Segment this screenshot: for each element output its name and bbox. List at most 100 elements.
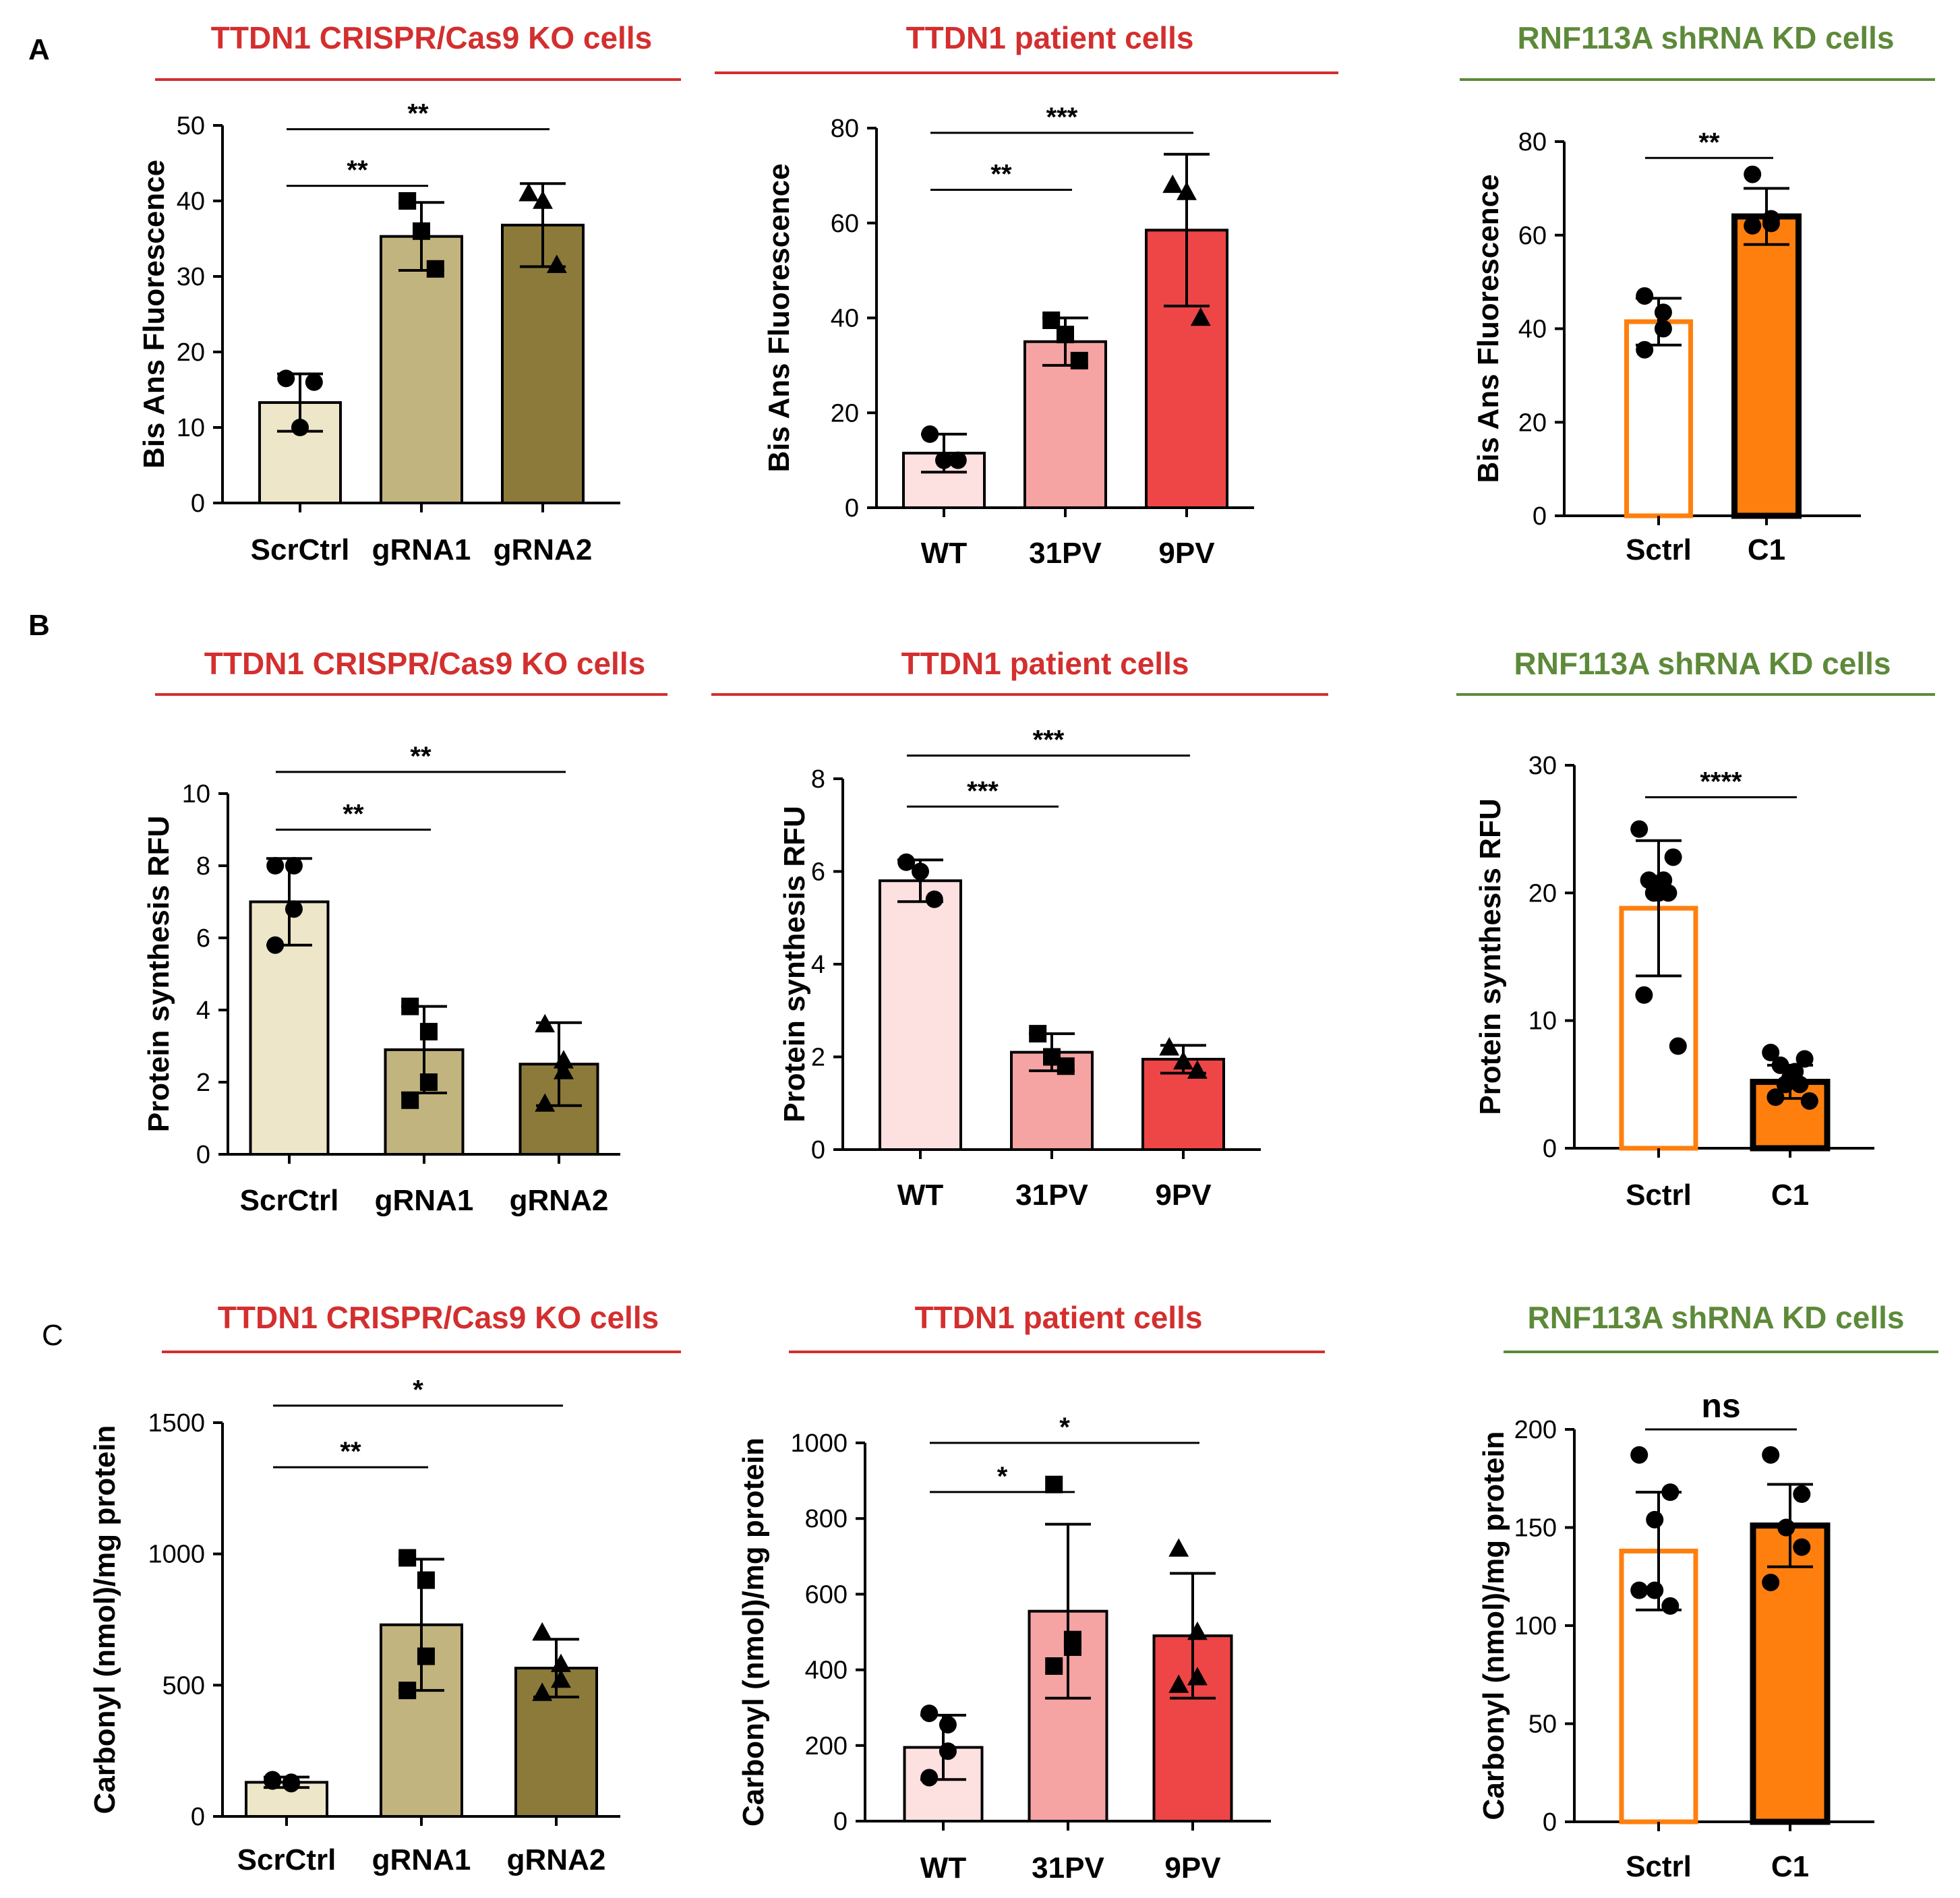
data-point xyxy=(1187,1060,1208,1079)
panel-label-a: A xyxy=(28,33,50,66)
data-point xyxy=(1744,216,1762,235)
y-tick-label: 0 xyxy=(811,1136,825,1164)
data-point xyxy=(550,1669,571,1688)
data-point xyxy=(533,190,553,209)
significance-label: ** xyxy=(410,742,432,771)
significance-label: * xyxy=(1059,1413,1070,1442)
y-tick-label: 0 xyxy=(191,490,205,518)
chart-title: TTDN1 patient cells xyxy=(901,646,1189,681)
y-tick-label: 30 xyxy=(1528,752,1557,780)
category-label: C1 xyxy=(1748,533,1785,566)
data-point xyxy=(401,1091,419,1109)
y-tick-label: 20 xyxy=(1518,409,1547,437)
data-point xyxy=(264,1771,282,1789)
chart-title: TTDN1 patient cells xyxy=(915,1300,1203,1335)
data-point xyxy=(1646,1581,1664,1599)
data-point xyxy=(1635,986,1653,1004)
data-point xyxy=(1661,1483,1680,1502)
y-tick-label: 60 xyxy=(831,210,859,238)
significance-label: **** xyxy=(1700,767,1742,796)
significance-label: ns xyxy=(1701,1387,1740,1425)
data-point xyxy=(897,853,916,871)
y-tick-label: 0 xyxy=(1533,502,1547,531)
category-label: Sctrl xyxy=(1626,1850,1692,1883)
chart-a1: TTDN1 CRISPR/Cas9 KO cells 0 10 20 30 40 50Bis… xyxy=(138,20,681,566)
bar-c1 xyxy=(1750,1522,1831,1825)
y-tick-label: 40 xyxy=(177,187,205,216)
chart-title: TTDN1 CRISPR/Cas9 KO cells xyxy=(211,20,652,55)
data-point xyxy=(1045,1657,1063,1675)
data-point xyxy=(1776,1075,1794,1094)
y-tick-label: 20 xyxy=(831,399,859,427)
category-label: ScrCtrl xyxy=(251,533,350,566)
y-tick-label: 1000 xyxy=(148,1541,205,1569)
data-point xyxy=(1636,340,1654,359)
data-point xyxy=(1800,1092,1818,1110)
panel-label-c: C xyxy=(42,1319,63,1352)
y-tick-label: 6 xyxy=(811,858,825,887)
data-point xyxy=(1744,165,1762,183)
bar-31pv xyxy=(1023,340,1107,509)
data-point xyxy=(413,222,430,240)
data-point xyxy=(1190,307,1211,326)
chart-b3: RNF113A shRNA KD cells 0 10 20 30 Protein syn… xyxy=(1456,646,1935,1212)
category-label: ScrCtrl xyxy=(237,1843,336,1876)
data-point xyxy=(282,1775,300,1793)
y-tick-label: 10 xyxy=(177,414,205,442)
y-tick-label: 0 xyxy=(1543,1135,1557,1163)
data-point xyxy=(1187,1667,1208,1686)
y-tick-label: 500 xyxy=(162,1671,205,1700)
data-point xyxy=(1793,1485,1811,1504)
category-label: 9PV xyxy=(1164,1851,1221,1885)
data-point xyxy=(920,1704,939,1723)
y-tick-label: 50 xyxy=(177,112,205,140)
chart-c3: RNF113A shRNA KD cells 0 50 100 150 200Carbon… xyxy=(1477,1300,1938,1883)
data-point xyxy=(419,1073,438,1091)
category-label: gRNA2 xyxy=(510,1184,609,1217)
data-point xyxy=(1057,326,1074,344)
y-tick-label: 1500 xyxy=(148,1409,205,1437)
data-point xyxy=(949,451,967,469)
y-tick-label: 30 xyxy=(177,263,205,291)
y-tick-label: 40 xyxy=(1518,316,1547,344)
data-point xyxy=(1659,884,1677,902)
data-point xyxy=(1762,1573,1780,1591)
chart-b1: TTDN1 CRISPR/Cas9 KO cells 0 2 4 6 8 10Protein… xyxy=(142,646,667,1217)
y-tick-label: 150 xyxy=(1514,1514,1557,1543)
data-point xyxy=(1793,1538,1811,1556)
y-tick-label: 80 xyxy=(1518,128,1547,156)
data-point xyxy=(1029,1025,1047,1043)
data-point xyxy=(921,425,939,443)
y-tick-label: 4 xyxy=(196,997,210,1025)
data-point xyxy=(1187,1621,1208,1640)
data-point xyxy=(1057,1057,1075,1075)
y-tick-label: 400 xyxy=(805,1657,848,1685)
y-axis-label: Protein synthesis RFU xyxy=(142,816,175,1132)
chart-a2: TTDN1 patient cells 0 20 40 60 80 Bis Ans Fluo… xyxy=(715,20,1338,570)
category-label: 9PV xyxy=(1158,537,1215,570)
category-label: Sctrl xyxy=(1626,533,1692,566)
category-label: gRNA2 xyxy=(507,1843,606,1876)
y-tick-label: 600 xyxy=(805,1580,848,1609)
data-point xyxy=(1162,174,1183,194)
y-tick-label: 0 xyxy=(196,1141,210,1169)
data-point xyxy=(550,1653,571,1672)
chart-grid: TTDN1 CRISPR/Cas9 KO cells01020304050Bis… xyxy=(88,20,1938,1885)
data-point xyxy=(1644,884,1663,902)
data-point xyxy=(1661,1597,1680,1615)
panel-label-b: B xyxy=(28,609,50,642)
significance-label: ** xyxy=(343,800,364,829)
data-point xyxy=(939,1715,957,1733)
data-point xyxy=(1168,1674,1189,1693)
category-label: ScrCtrl xyxy=(240,1184,339,1217)
y-axis-label: Carbonyl (nmol)/mg protein xyxy=(1477,1431,1510,1820)
data-point xyxy=(1654,320,1672,338)
bar-wt xyxy=(879,879,962,1151)
data-point xyxy=(1664,848,1682,866)
data-point xyxy=(1762,1446,1780,1464)
data-point xyxy=(1177,181,1197,200)
data-point xyxy=(1159,1037,1180,1056)
y-tick-label: 4 xyxy=(811,951,825,979)
